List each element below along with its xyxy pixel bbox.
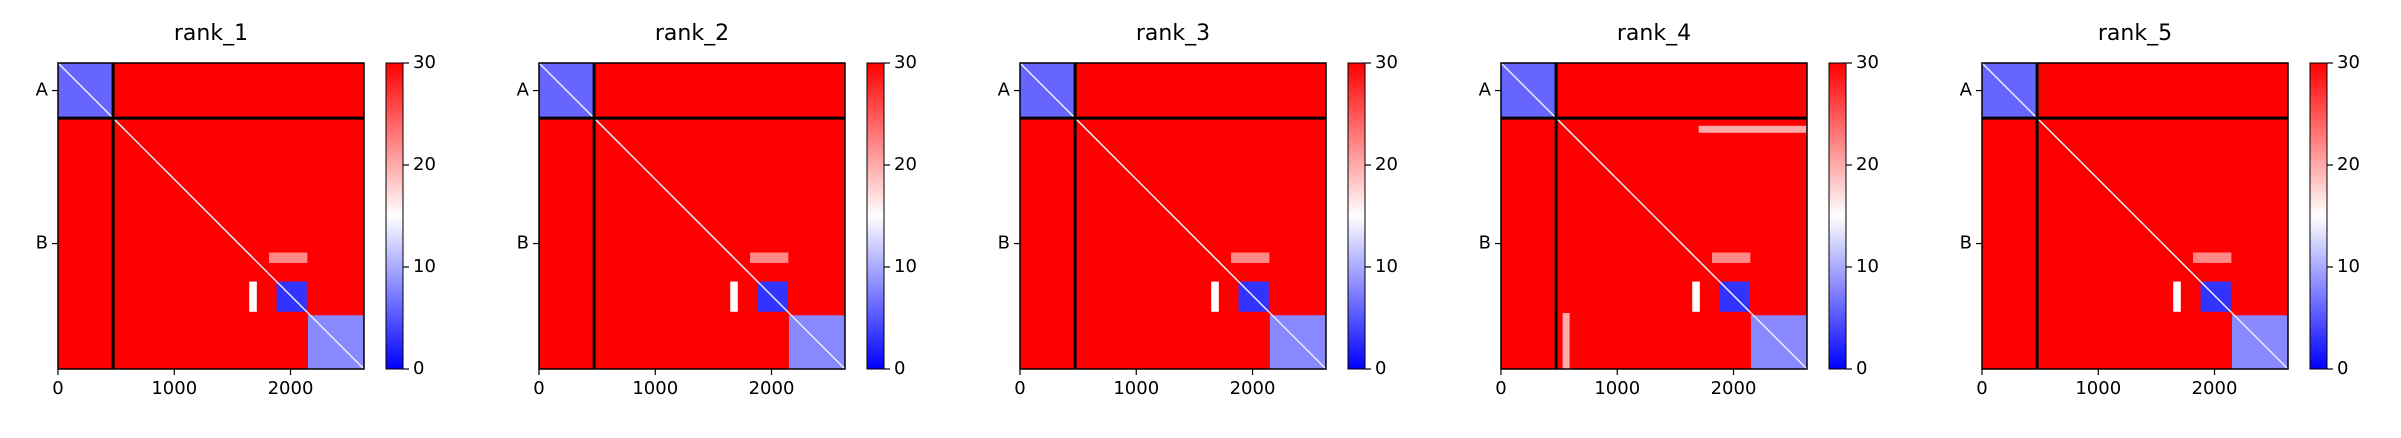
x-tick-label: 1000 xyxy=(632,378,678,399)
x-tick-label: 0 xyxy=(533,378,544,399)
y-tick-label: B xyxy=(36,233,48,254)
colorbar-tick-label: 0 xyxy=(413,358,424,379)
heatmap-region xyxy=(1712,252,1751,263)
heatmap-region xyxy=(2193,252,2232,263)
y-tick-label: A xyxy=(517,80,530,101)
colorbar xyxy=(385,62,404,370)
diagonal xyxy=(57,62,365,370)
colorbar xyxy=(1828,62,1847,370)
heatmap-region xyxy=(269,252,308,263)
x-tick-label: 2000 xyxy=(749,378,795,399)
y-tick-label: B xyxy=(1479,233,1491,254)
heatmap-region xyxy=(1231,252,1270,263)
colorbar-tick-label: 10 xyxy=(1856,256,1879,277)
x-tick-label: 2000 xyxy=(2192,378,2238,399)
frame xyxy=(57,62,365,370)
colorbar xyxy=(2309,62,2328,370)
y-tick-label: A xyxy=(1479,80,1492,101)
x-tick-label: 1000 xyxy=(2075,378,2121,399)
frame xyxy=(1019,62,1327,370)
colorbar-tick-label: 30 xyxy=(2337,52,2360,73)
diagonal xyxy=(1981,62,2289,370)
heatmap-region xyxy=(249,281,257,312)
colorbar-tick-label: 20 xyxy=(894,154,917,175)
x-tick-label: 0 xyxy=(1014,378,1025,399)
heatmap-region xyxy=(750,252,789,263)
colorbar-tick-label: 0 xyxy=(2337,358,2348,379)
colorbar-tick-label: 20 xyxy=(2337,154,2360,175)
y-tick-label: B xyxy=(998,233,1010,254)
colorbar-tick-label: 10 xyxy=(413,256,436,277)
x-tick-label: 1000 xyxy=(1113,378,1159,399)
colorbar xyxy=(866,62,885,370)
diagonal xyxy=(1019,62,1327,370)
heatmap-region xyxy=(1698,125,1807,133)
colorbar-tick-label: 30 xyxy=(1375,52,1398,73)
panel-title: rank_3 xyxy=(1136,21,1210,46)
x-tick-label: 0 xyxy=(1495,378,1506,399)
colorbar-tick-label: 30 xyxy=(413,52,436,73)
colorbar-tick-label: 20 xyxy=(413,154,436,175)
x-tick-label: 1000 xyxy=(1594,378,1640,399)
x-tick-label: 0 xyxy=(1976,378,1987,399)
colorbar-tick-label: 0 xyxy=(1856,358,1867,379)
colorbar-tick-label: 30 xyxy=(894,52,917,73)
x-tick-label: 1000 xyxy=(151,378,197,399)
x-tick-label: 2000 xyxy=(1230,378,1276,399)
diagonal xyxy=(1500,62,1808,370)
heatmap-region xyxy=(2173,281,2181,312)
heatmap-region xyxy=(1562,312,1570,369)
x-tick-label: 0 xyxy=(52,378,63,399)
heatmap-region xyxy=(1692,281,1700,312)
colorbar-tick-label: 0 xyxy=(894,358,905,379)
colorbar-tick-label: 10 xyxy=(2337,256,2360,277)
y-tick-label: A xyxy=(998,80,1011,101)
colorbar-tick-label: 20 xyxy=(1856,154,1879,175)
colorbar-tick-label: 30 xyxy=(1856,52,1879,73)
y-tick-label: B xyxy=(1960,233,1972,254)
x-tick-label: 2000 xyxy=(1711,378,1757,399)
colorbar xyxy=(1347,62,1366,370)
panel-title: rank_1 xyxy=(174,21,248,46)
heatmap-region xyxy=(1211,281,1219,312)
panel-title: rank_4 xyxy=(1617,21,1691,46)
frame xyxy=(1500,62,1808,370)
panel-title: rank_2 xyxy=(655,21,729,46)
frame xyxy=(1981,62,2289,370)
colorbar-tick-label: 20 xyxy=(1375,154,1398,175)
y-tick-label: B xyxy=(517,233,529,254)
colorbar-tick-label: 0 xyxy=(1375,358,1386,379)
colorbar-tick-label: 10 xyxy=(894,256,917,277)
diagonal xyxy=(538,62,846,370)
colorbar-tick-label: 10 xyxy=(1375,256,1398,277)
y-tick-label: A xyxy=(36,80,49,101)
x-tick-label: 2000 xyxy=(268,378,314,399)
panel-title: rank_5 xyxy=(2098,21,2172,46)
y-tick-label: A xyxy=(1960,80,1973,101)
heatmap-region xyxy=(730,281,738,312)
frame xyxy=(538,62,846,370)
